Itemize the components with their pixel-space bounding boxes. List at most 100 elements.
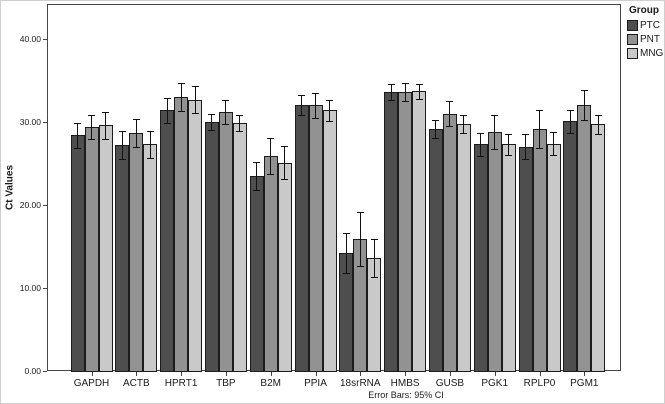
bar-tbp-ptc (204, 122, 219, 372)
error-bar (211, 113, 213, 131)
error-bar-cap (432, 119, 440, 121)
bar-pgm1-pnt (577, 104, 592, 372)
error-bar-cap (446, 101, 454, 103)
x-tick-mark (225, 372, 227, 376)
error-bar (91, 115, 92, 139)
error-bar (463, 114, 465, 133)
error-bar-cap (208, 113, 216, 115)
error-bar-cap (432, 137, 440, 139)
legend-item-ptc: PTC (627, 20, 663, 31)
error-bar-cap (102, 138, 109, 140)
error-bar-cap (146, 131, 154, 133)
error-bar-cap (370, 277, 378, 279)
error-bar-cap (326, 121, 333, 123)
error-bar-cap (191, 86, 199, 88)
bar-pgk1-mng (501, 144, 516, 372)
error-bar-cap (387, 100, 395, 102)
error-bar-cap (132, 118, 140, 120)
y-tick-label: 30.00 (19, 117, 41, 127)
bar-pgk1-ptc (473, 144, 488, 372)
legend-item-pnt: PNT (627, 34, 663, 45)
error-bar (284, 146, 286, 180)
error-bar-cap (281, 179, 289, 181)
error-bar-cap (387, 83, 395, 85)
error-bar-cap (312, 117, 319, 119)
error-bar (418, 83, 420, 99)
bar-b2m-mng (277, 162, 292, 372)
error-bar-cap (415, 83, 423, 85)
bar-rplp0-pnt (532, 128, 547, 372)
error-bar (135, 118, 137, 147)
bar-gapdh-mng (98, 125, 113, 372)
error-bar (256, 161, 258, 191)
y-tick-mark (43, 39, 47, 40)
error-bar-cap (74, 147, 81, 149)
bar-pgm1-mng (591, 124, 606, 372)
x-tick-label: ACTB (122, 378, 150, 389)
legend-swatch-pnt (627, 34, 638, 45)
x-tick-label: RPLP0 (523, 378, 556, 389)
error-bar-cap (88, 115, 95, 117)
error-bar (270, 137, 272, 175)
error-bar-cap (505, 133, 513, 135)
x-tick-label: GUSB (435, 378, 465, 389)
bar-rplp0-ptc (518, 146, 533, 372)
x-tick-label: 18srRNA (340, 378, 381, 389)
error-bar-cap (177, 82, 185, 84)
x-tick-mark (360, 372, 362, 376)
error-bar-cap (298, 94, 305, 96)
error-bar (597, 114, 599, 135)
error-bar-cap (566, 109, 574, 111)
bar-gapdh-ptc (70, 135, 85, 372)
legend-items: PTC PNT MNG (627, 20, 663, 59)
error-bar (329, 99, 330, 122)
x-tick-mark (494, 372, 496, 376)
error-bar-cap (356, 211, 364, 213)
error-bar (583, 89, 585, 120)
error-bar (449, 101, 451, 127)
error-bar (480, 132, 482, 157)
bar-ppia-ptc (294, 104, 309, 372)
y-tick-label: 0.00 (24, 366, 41, 376)
legend-item-label: PNT (640, 34, 660, 45)
bar-actb-mng (143, 144, 158, 372)
error-bar-cap (477, 132, 485, 134)
error-bar (359, 211, 361, 267)
bar-rplp0-mng (546, 143, 561, 372)
y-tick-mark (43, 371, 47, 372)
legend-item-mng: MNG (627, 48, 663, 59)
bar-gusb-ptc (428, 128, 443, 372)
error-bar-cap (594, 114, 602, 116)
error-bar (225, 99, 227, 125)
x-tick-mark (449, 372, 451, 376)
error-bar (435, 119, 437, 138)
x-tick-label: HMBS (390, 378, 420, 389)
error-bar-cap (163, 122, 171, 124)
error-bar (105, 112, 106, 139)
error-bar-cap (446, 126, 454, 128)
error-bar-cap (550, 155, 557, 157)
x-tick-mark (315, 372, 317, 376)
bar-tbp-mng (232, 122, 247, 372)
x-tick-mark (270, 372, 272, 376)
x-tick-mark (539, 372, 541, 376)
bar-actb-ptc (115, 145, 130, 372)
error-bar (166, 97, 168, 123)
x-tick-label: HPRT1 (164, 378, 198, 389)
error-bars-footnote: Error Bars: 95% CI (368, 390, 444, 400)
error-bar (494, 115, 496, 149)
error-bar-cap (118, 131, 126, 133)
error-bar-cap (580, 89, 588, 91)
x-tick-label: GAPDH (73, 378, 110, 389)
error-bar-cap (460, 132, 468, 134)
error-bar (508, 133, 510, 156)
error-bar-cap (326, 99, 333, 101)
legend-item-label: MNG (640, 48, 664, 59)
bar-gusb-mng (456, 123, 471, 372)
error-bar-cap (536, 147, 543, 149)
x-tick-label: PGM1 (570, 378, 599, 389)
error-bar-cap (342, 233, 350, 235)
error-bar-cap (253, 190, 261, 192)
legend-swatch-ptc (627, 20, 638, 31)
error-bar-cap (253, 161, 261, 163)
